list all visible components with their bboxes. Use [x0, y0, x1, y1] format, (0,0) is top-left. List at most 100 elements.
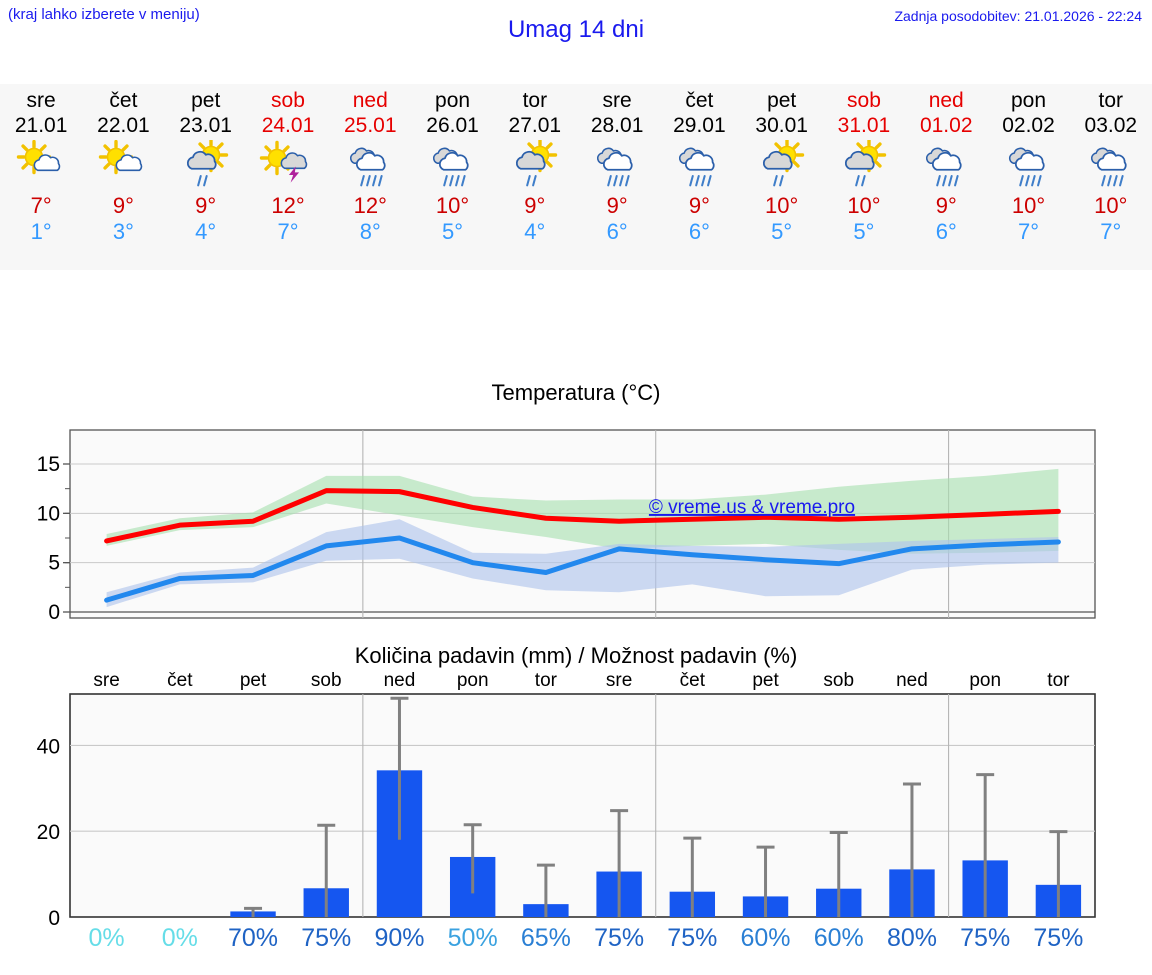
cloud-rain-icon: [424, 139, 482, 191]
day-column[interactable]: sob 24.01 12° 7°: [247, 84, 329, 270]
cloud-rain-icon: [917, 139, 975, 191]
temp-min: 5°: [442, 219, 464, 244]
temp-min: 5°: [771, 219, 793, 244]
temperature-line: [104, 488, 1061, 544]
day-column[interactable]: pet 30.01 10° 5°: [741, 84, 823, 270]
temp-max: 9°: [935, 193, 957, 218]
day-date: 22.01: [97, 114, 150, 137]
day-column[interactable]: pon 26.01 10° 5°: [411, 84, 493, 270]
day-date: 31.01: [837, 114, 891, 137]
day-date: 02.02: [1002, 114, 1055, 137]
day-column[interactable]: sre 21.01 7° 1°: [0, 84, 82, 270]
sun-cloud-rain-icon: [506, 139, 564, 191]
temp-min: 4°: [195, 219, 217, 244]
day-column[interactable]: pon 02.02 10° 7°: [987, 84, 1069, 270]
cloud-rain-icon: [588, 139, 646, 191]
page-header: (kraj lahko izberete v meniju) Umag 14 d…: [0, 0, 1152, 62]
day-of-week: tor: [522, 89, 548, 112]
cloud-rain-icon: [1082, 139, 1140, 191]
temp-min: 8°: [359, 219, 381, 244]
day-of-week: sre: [602, 89, 632, 112]
day-of-week: pet: [767, 89, 797, 112]
svg-text:40: 40: [37, 735, 60, 758]
day-of-week: sob: [847, 89, 881, 112]
precip-probability-label: 60%: [741, 924, 791, 950]
temperature-chart: 0 5 10 15 © vreme.us & vreme.pro: [37, 429, 1096, 624]
day-column[interactable]: sob 31.01 10° 5°: [823, 84, 905, 270]
day-date: 26.01: [426, 114, 479, 137]
day-date: 03.02: [1084, 114, 1138, 137]
temp-min: 7°: [1100, 219, 1122, 244]
credit-link[interactable]: © vreme.us & vreme.pro: [649, 497, 855, 518]
last-updated: Zadnja posodobitev: 21.01.2026 - 22:24: [894, 8, 1142, 24]
day-date: 30.01: [755, 114, 808, 137]
day-of-week: pon: [1010, 89, 1047, 112]
precip-probability-label: 75%: [960, 924, 1010, 950]
temp-max: 9°: [688, 193, 710, 218]
cloud-rain-icon: [1000, 139, 1058, 191]
precipitation-panel: Količina padavin (mm) / Možnost padavin …: [0, 640, 1152, 950]
precipitation-chart-title: Količina padavin (mm) / Možnost padavin …: [0, 640, 1152, 672]
precip-day-label: ned: [896, 672, 928, 691]
svg-text:5: 5: [48, 552, 60, 575]
precip-probability-label: 70%: [228, 924, 278, 950]
precip-day-label: pon: [969, 672, 1001, 691]
precip-day-label: čet: [167, 672, 193, 691]
precip-probability-label: 80%: [887, 924, 937, 950]
temp-max: 9°: [524, 193, 546, 218]
temp-min: 6°: [935, 219, 957, 244]
day-of-week: ned: [352, 89, 388, 112]
day-column[interactable]: čet 29.01 9° 6°: [658, 84, 740, 270]
precip-probability-label: 0%: [89, 924, 125, 950]
svg-text:0: 0: [48, 601, 60, 624]
precip-probability-label: 75%: [1033, 924, 1083, 950]
temp-max: 12°: [353, 193, 387, 218]
day-column[interactable]: tor 03.02 10° 7°: [1070, 84, 1152, 270]
day-column[interactable]: ned 01.02 9° 6°: [905, 84, 987, 270]
svg-text:15: 15: [37, 453, 60, 476]
cloud-rain-icon: [670, 139, 728, 191]
precip-day-label: čet: [680, 672, 706, 691]
sun-cloud-icon: [94, 139, 152, 191]
temp-min: 4°: [524, 219, 546, 244]
day-column[interactable]: tor 27.01 9° 4°: [494, 84, 576, 270]
temp-max: 10°: [847, 193, 881, 218]
menu-hint: (kraj lahko izberete v meniju): [8, 6, 200, 23]
day-column[interactable]: ned 25.01 12° 8°: [329, 84, 411, 270]
day-date: 28.01: [590, 114, 644, 137]
temp-max: 9°: [195, 193, 217, 218]
temp-min: 6°: [606, 219, 628, 244]
temp-min: 3°: [112, 219, 134, 244]
day-column[interactable]: čet 22.01 9° 3°: [82, 84, 164, 270]
precipitation-chart: sre čet pet sob ned pon tor sre čet pet sob ned pon t…: [37, 672, 1096, 950]
svg-text:20: 20: [37, 821, 60, 844]
day-column[interactable]: sre 28.01 9° 6°: [576, 84, 658, 270]
temp-max: 10°: [435, 193, 470, 218]
svg-text:10: 10: [37, 502, 60, 525]
temp-min: 5°: [853, 219, 875, 244]
svg-text:0: 0: [48, 907, 60, 930]
temperature-panel: Temperatura (°C) 0 5 10 15 © vreme.us & vrem…: [0, 378, 1152, 624]
precip-day-label: pet: [752, 672, 779, 691]
precip-probability-label: 90%: [374, 924, 424, 950]
temperature-chart-title: Temperatura (°C): [0, 378, 1152, 408]
day-of-week: pon: [435, 89, 471, 112]
sun-cloud-rain-icon: [835, 139, 893, 191]
day-date: 21.01: [14, 114, 68, 137]
precip-day-label: tor: [535, 672, 558, 691]
temp-max: 12°: [271, 193, 305, 218]
temp-max: 9°: [606, 193, 628, 218]
precip-probability-label: 75%: [594, 924, 644, 950]
temp-min: 7°: [277, 219, 299, 244]
temp-min: 7°: [1017, 219, 1040, 244]
day-date: 25.01: [343, 114, 397, 137]
day-of-week: sre: [26, 89, 56, 112]
page-title: Umag 14 dni: [507, 16, 645, 43]
sun-cloud-rain-icon: [177, 139, 235, 191]
precip-probability-label: 65%: [521, 924, 571, 950]
day-column[interactable]: pet 23.01 9° 4°: [165, 84, 247, 270]
day-of-week: sob: [271, 89, 305, 112]
day-of-week: ned: [928, 89, 964, 112]
precip-day-label: sre: [606, 672, 632, 691]
precip-day-label: sob: [311, 672, 342, 691]
